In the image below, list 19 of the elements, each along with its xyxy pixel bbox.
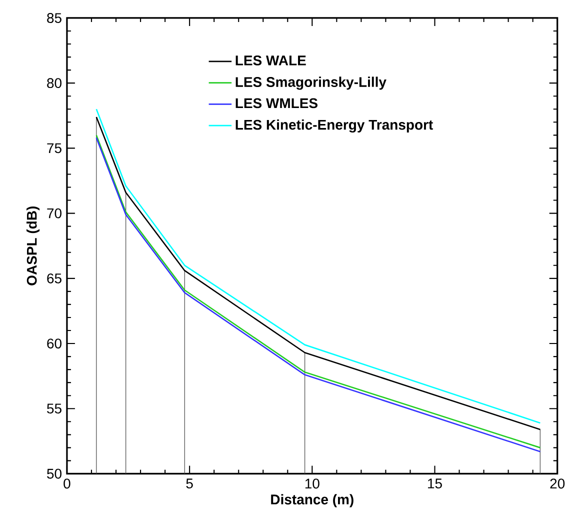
- y-axis-title: OASPL (dB): [26, 206, 40, 286]
- legend-label: LES WMLES: [236, 98, 318, 108]
- x-tick-label: 10: [305, 478, 320, 489]
- x-tick-label: 5: [186, 478, 193, 489]
- y-tick-label: 85: [47, 13, 62, 24]
- x-axis-title: Distance (m): [271, 494, 354, 508]
- y-tick-label: 60: [47, 338, 62, 349]
- legend-label: LES WALE: [236, 56, 306, 66]
- x-tick-label: 15: [428, 478, 442, 489]
- x-tick-label: 20: [550, 478, 565, 489]
- y-tick-label: 50: [47, 468, 62, 479]
- x-tick-label: 0: [64, 478, 70, 489]
- y-tick-label: 65: [47, 274, 62, 284]
- y-tick-label: 80: [47, 78, 62, 88]
- legend-label: LES Kinetic-Energy Transport: [236, 120, 433, 133]
- y-tick-label: 75: [47, 143, 62, 154]
- legend-label: LES Smagorinsky-Lilly: [236, 76, 386, 90]
- y-tick-label: 70: [47, 208, 62, 218]
- y-tick-label: 55: [47, 404, 62, 414]
